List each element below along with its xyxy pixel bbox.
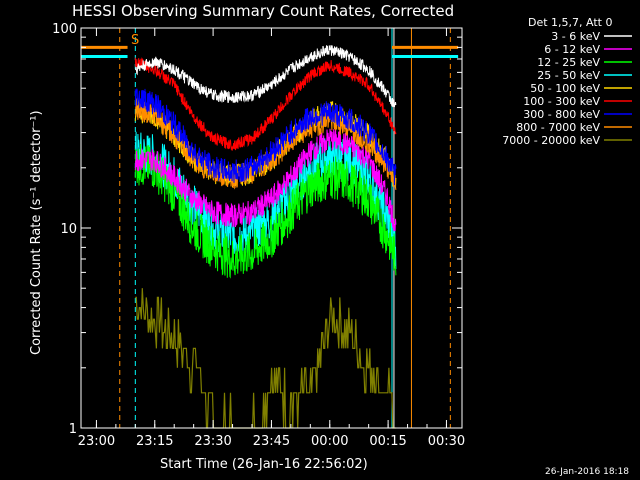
- legend-label-7: 800 - 7000 keV: [516, 121, 600, 134]
- series-line-0: [134, 45, 397, 108]
- legend-label-3: 25 - 50 keV: [537, 69, 600, 82]
- y-axis-label: Corrected Count Rate (s⁻¹ detector⁻¹): [29, 110, 44, 355]
- marker-s-label: S: [131, 33, 139, 48]
- y-axis-ticks: 1 10 100: [52, 22, 462, 437]
- x-tick-label-1: 23:15: [136, 434, 173, 449]
- chart-title: HESSI Observing Summary Count Rates, Cor…: [72, 2, 454, 20]
- legend-label-4: 50 - 100 keV: [530, 82, 600, 95]
- legend-label-1: 6 - 12 keV: [544, 43, 600, 56]
- flag-bars: [81, 45, 459, 59]
- x-tick-label-0: 23:00: [78, 434, 115, 449]
- footer-date: 26-Jan-2016 18:18: [545, 467, 629, 477]
- legend-label-0: 3 - 6 keV: [551, 30, 600, 43]
- x-tick-label-5: 00:15: [369, 434, 406, 449]
- x-tick-label-6: 00:30: [428, 434, 465, 449]
- series-line-5: [134, 57, 397, 151]
- y-tick-label-0: 1: [69, 422, 77, 437]
- legend-label-6: 300 - 800 keV: [523, 108, 600, 121]
- x-tick-label-2: 23:30: [194, 434, 231, 449]
- legend-label-5: 100 - 300 keV: [523, 95, 600, 108]
- series-line-6: [134, 88, 397, 186]
- y-tick-label-1: 10: [60, 222, 77, 237]
- y-tick-label-2: 100: [52, 22, 77, 37]
- series-line-1: [134, 128, 397, 232]
- x-tick-label-4: 00:00: [311, 434, 348, 449]
- series-group: [134, 45, 397, 429]
- x-axis-ticks: 23:00 23:15 23:30 23:45 00:00 00:15 00:30: [78, 28, 465, 449]
- legend-label-2: 12 - 25 keV: [537, 56, 600, 69]
- x-axis-label: Start Time (26-Jan-16 22:56:02): [160, 457, 368, 472]
- legend-title: Det 1,5,7, Att 0: [528, 16, 612, 29]
- series-line-8: [135, 288, 396, 429]
- legend-label-8: 7000 - 20000 keV: [502, 134, 600, 147]
- x-tick-label-3: 23:45: [253, 434, 290, 449]
